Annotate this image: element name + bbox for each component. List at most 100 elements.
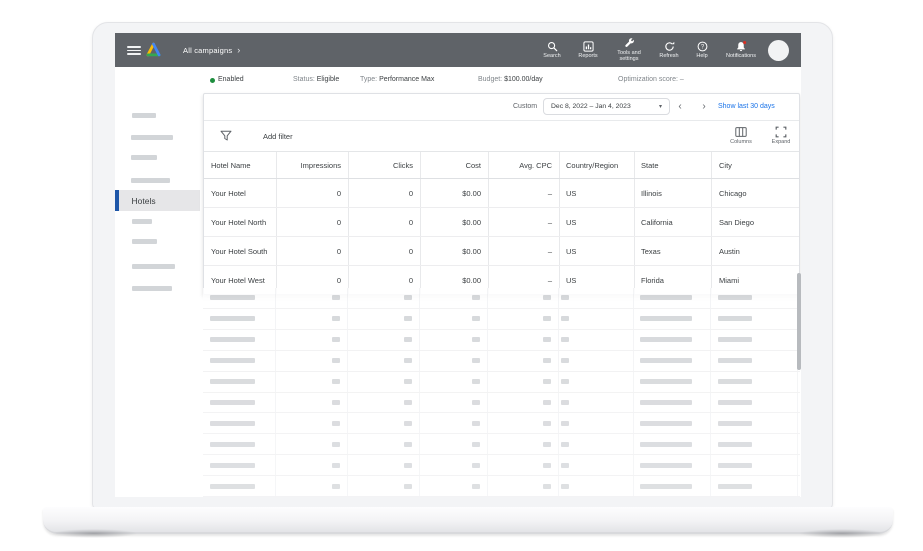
nav-search-label: Search <box>543 52 561 59</box>
show-last-30-days-link[interactable]: Show last 30 days <box>718 102 775 110</box>
table-cell: – <box>489 266 560 294</box>
skeleton-cell <box>559 434 634 455</box>
skeleton-cell <box>348 371 420 392</box>
column-header-clicks[interactable]: Clicks <box>349 152 421 178</box>
type-field: Type: Performance Max <box>360 76 435 83</box>
columns-button[interactable]: Columns <box>724 126 758 145</box>
add-filter-button[interactable]: Add filter <box>263 131 293 141</box>
table-cell: US <box>560 266 635 294</box>
sidebar-item-hotels[interactable]: Hotels <box>115 190 200 211</box>
skeleton-cell <box>711 329 798 350</box>
skeleton-row <box>203 413 800 435</box>
skeleton-cell <box>348 350 420 371</box>
date-next-button[interactable]: › <box>702 101 706 112</box>
date-range-select[interactable]: Dec 8, 2022 – Jan 4, 2023 ▾ <box>543 98 670 115</box>
skeleton-cell <box>276 392 348 413</box>
enabled-label[interactable]: Enabled <box>218 76 244 83</box>
skeleton-cell <box>559 476 634 497</box>
skeleton-row <box>203 308 800 330</box>
table-cell: – <box>489 208 560 236</box>
nav-help[interactable]: ? Help <box>686 33 718 67</box>
skeleton-cell <box>276 476 348 497</box>
skeleton-cell <box>559 329 634 350</box>
table-row[interactable]: Your Hotel 0 0 $0.00– US Illinois Chicago <box>204 179 799 208</box>
budget-value: $100.00/day <box>504 76 543 83</box>
column-header-impressions[interactable]: Impressions <box>277 152 349 178</box>
skeleton-cell <box>488 476 559 497</box>
nav-search[interactable]: Search <box>534 33 570 67</box>
date-prev-button[interactable]: ‹ <box>678 101 682 112</box>
nav-refresh[interactable]: Refresh <box>652 33 686 67</box>
column-header-hotel-name[interactable]: Hotel Name <box>204 152 277 178</box>
sidebar-placeholder-item <box>132 113 156 118</box>
table-cell: Your Hotel South <box>204 237 277 265</box>
table-cell: Your Hotel <box>204 179 277 207</box>
skeleton-cell <box>348 455 420 476</box>
skeleton-cell <box>203 434 276 455</box>
nav-notifications-label: Notifications <box>726 52 756 59</box>
table-row[interactable]: Your Hotel South 0 0 $0.00– US Texas Austin <box>204 237 799 266</box>
nav-tools-and-settings[interactable]: Tools and settings <box>606 33 652 67</box>
skeleton-cell <box>559 455 634 476</box>
table-cell: 0 <box>277 179 349 207</box>
skeleton-cell <box>203 413 276 434</box>
budget-field: Budget: $100.00/day <box>478 76 543 83</box>
laptop-base <box>43 507 893 538</box>
table-cell: $0.00 <box>421 208 489 236</box>
enabled-status-dot <box>210 77 215 83</box>
menu-icon[interactable] <box>127 46 141 55</box>
tools-icon <box>624 37 634 47</box>
skeleton-cell <box>488 434 559 455</box>
column-header-cost[interactable]: Cost <box>421 152 489 178</box>
table-header-row: Hotel Name Impressions Clicks Cost Avg. CPC C… <box>204 152 799 179</box>
expand-button[interactable]: Expand <box>764 126 798 145</box>
table-cell: US <box>560 179 635 207</box>
nav-tools-label: Tools and settings <box>617 49 641 62</box>
table-cell: Florida <box>635 266 712 294</box>
skeleton-cell <box>420 308 488 329</box>
table-cell: 0 <box>349 208 421 236</box>
breadcrumb[interactable]: All campaigns › <box>183 45 241 56</box>
skeleton-cell <box>488 392 559 413</box>
campaign-status-bar: Enabled Status: Eligible Type: Performan… <box>115 67 801 93</box>
filter-icon[interactable] <box>220 130 232 142</box>
column-header-avg-cpc[interactable]: Avg. CPC <box>489 152 560 178</box>
skeleton-row <box>203 329 800 351</box>
table-cell: US <box>560 208 635 236</box>
skeleton-cell <box>488 413 559 434</box>
google-ads-logo-icon[interactable] <box>146 42 161 57</box>
skeleton-cell <box>276 288 348 308</box>
nav-reports[interactable]: Reports <box>570 33 606 67</box>
reports-icon <box>582 41 594 52</box>
skeleton-cell <box>634 371 711 392</box>
skeleton-row <box>203 350 800 372</box>
table-row[interactable]: Your Hotel North 0 0 $0.00– US California San … <box>204 208 799 237</box>
table-body: Your Hotel 0 0 $0.00– US Illinois Chicago Your … <box>204 179 799 294</box>
nav-refresh-label: Refresh <box>659 52 679 59</box>
column-header-country-region[interactable]: Country/Region <box>560 152 635 178</box>
table-row[interactable]: Your Hotel West 0 0 $0.00– US Florida Miami <box>204 266 799 294</box>
skeleton-cell <box>203 329 276 350</box>
nav-notifications[interactable]: Notifications <box>718 33 764 67</box>
table-cell: Miami <box>719 275 739 285</box>
skeleton-cell <box>711 371 798 392</box>
skeleton-cell <box>488 308 559 329</box>
table-cell: 0 <box>277 266 349 294</box>
column-header-state[interactable]: State <box>635 152 712 178</box>
skeleton-cell <box>711 455 798 476</box>
vertical-scrollbar[interactable] <box>797 273 801 370</box>
svg-text:?: ? <box>700 45 704 51</box>
account-avatar[interactable] <box>768 39 789 61</box>
skeleton-cell <box>559 413 634 434</box>
header-nav: Search Reports Tools and settings Refres… <box>534 33 801 67</box>
skeleton-cell <box>348 434 420 455</box>
chevron-right-icon: › <box>237 45 241 55</box>
skeleton-cell <box>420 392 488 413</box>
skeleton-cell <box>348 288 420 308</box>
column-header-city[interactable]: City <box>719 160 732 170</box>
skeleton-cell <box>711 288 798 308</box>
skeleton-cell <box>634 350 711 371</box>
filter-toolbar: Add filter Columns Expand <box>204 121 799 152</box>
table-cell: $0.00 <box>421 237 489 265</box>
